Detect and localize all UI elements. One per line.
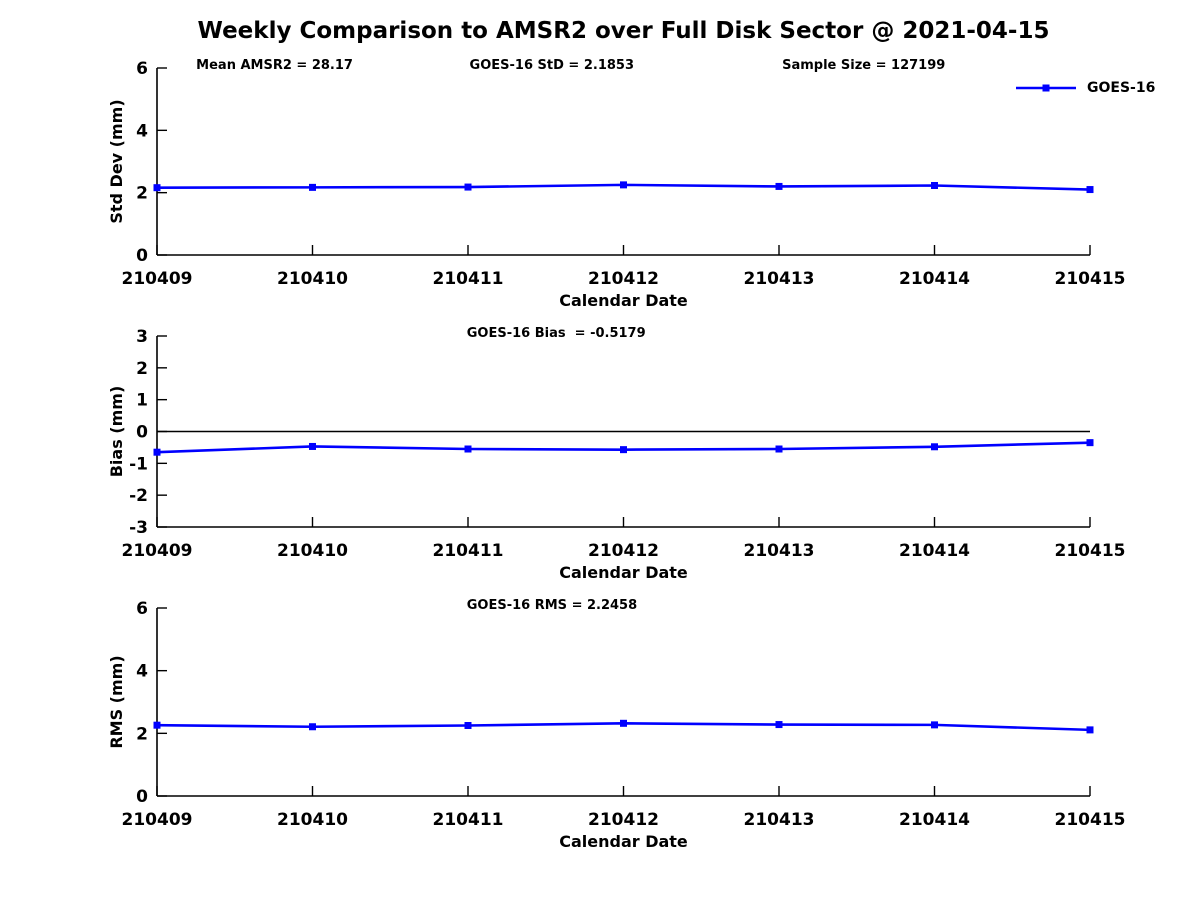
data-point-marker bbox=[153, 721, 161, 729]
x-tick-label: 210411 bbox=[433, 541, 504, 561]
x-tick-label: 210412 bbox=[588, 810, 659, 830]
x-tick-label: 210410 bbox=[277, 269, 348, 289]
legend-line-sample bbox=[1016, 84, 1076, 92]
x-tick-label: 210409 bbox=[122, 269, 193, 289]
y-axis-label: Std Dev (mm) bbox=[107, 99, 126, 223]
data-point-marker bbox=[620, 181, 627, 189]
x-tick-label: 210415 bbox=[1055, 810, 1126, 830]
x-axis-label: Calendar Date bbox=[559, 291, 688, 310]
y-tick-label: -2 bbox=[129, 486, 148, 506]
data-point-marker bbox=[1086, 439, 1094, 447]
data-point-marker bbox=[464, 722, 472, 729]
data-point-marker bbox=[1086, 186, 1094, 194]
x-tick-label: 210413 bbox=[744, 810, 815, 830]
y-tick-label: -3 bbox=[129, 518, 148, 538]
y-tick-label: 6 bbox=[136, 599, 148, 619]
data-point-marker bbox=[1086, 726, 1094, 734]
legend-label: GOES-16 bbox=[1087, 80, 1156, 96]
x-axis-label: Calendar Date bbox=[559, 832, 688, 851]
data-point-marker bbox=[153, 184, 161, 192]
y-tick-label: 6 bbox=[136, 59, 148, 79]
data-point-marker bbox=[309, 723, 316, 731]
y-tick-label: 0 bbox=[136, 423, 148, 443]
x-tick-label: 210411 bbox=[433, 269, 504, 289]
x-tick-label: 210414 bbox=[899, 541, 970, 561]
data-point-marker bbox=[464, 183, 472, 191]
x-tick-label: 210413 bbox=[744, 269, 815, 289]
data-point-marker bbox=[775, 445, 783, 453]
x-tick-label: 210412 bbox=[588, 541, 659, 561]
y-tick-label: 1 bbox=[136, 391, 148, 411]
subplot-std: 0 2 4 6 210409 210410 210411 210412 210413 210414… bbox=[107, 58, 1125, 310]
data-point-marker bbox=[931, 181, 938, 189]
y-tick-label: 0 bbox=[136, 246, 148, 266]
subplot-annotation: GOES-16 RMS = 2.2458 bbox=[467, 598, 637, 613]
y-tick-label: 3 bbox=[136, 327, 148, 347]
x-tick-label: 210409 bbox=[122, 541, 193, 561]
data-point-marker bbox=[620, 446, 627, 454]
subplot-rms: 0 2 4 6 210409 210410 210411 210412 210413 210414… bbox=[107, 598, 1125, 851]
subplot-annotation: Mean AMSR2 = 28.17 bbox=[196, 58, 353, 73]
x-tick-label: 210415 bbox=[1055, 269, 1126, 289]
y-tick-label: 2 bbox=[136, 724, 148, 744]
x-tick-label: 210413 bbox=[744, 541, 815, 561]
data-point-marker bbox=[620, 719, 627, 727]
data-point-marker bbox=[775, 182, 783, 190]
subplot-annotation: Sample Size = 127199 bbox=[782, 58, 945, 73]
x-tick-label: 210414 bbox=[899, 810, 970, 830]
subplot-annotation: GOES-16 Bias = -0.5179 bbox=[467, 326, 646, 341]
data-point-marker bbox=[931, 443, 938, 451]
x-tick-label: 210411 bbox=[433, 810, 504, 830]
x-axis-label: Calendar Date bbox=[559, 563, 688, 582]
data-point-marker bbox=[931, 721, 938, 729]
data-point-marker bbox=[309, 442, 316, 450]
y-tick-label: 2 bbox=[136, 359, 148, 379]
y-tick-label: 4 bbox=[136, 662, 148, 682]
y-axis-label: Bias (mm) bbox=[107, 386, 126, 478]
x-tick-label: 210412 bbox=[588, 269, 659, 289]
y-tick-label: 2 bbox=[136, 184, 148, 204]
x-tick-label: 210410 bbox=[277, 810, 348, 830]
x-tick-label: 210409 bbox=[122, 810, 193, 830]
y-tick-label: 0 bbox=[136, 787, 148, 807]
y-tick-label: 4 bbox=[136, 121, 148, 141]
subplot-bias: -3 -2 -1 0 1 2 3 210409 210410 210411 210412 210413… bbox=[107, 326, 1125, 582]
legend-square-marker-icon bbox=[1042, 84, 1050, 92]
y-tick-label: -1 bbox=[129, 454, 148, 474]
subplot-annotation: GOES-16 StD = 2.1853 bbox=[470, 58, 634, 73]
legend: GOES-16 bbox=[1014, 80, 1155, 96]
x-tick-label: 210415 bbox=[1055, 541, 1126, 561]
data-point-marker bbox=[309, 183, 316, 191]
data-point-marker bbox=[464, 445, 472, 453]
data-point-marker bbox=[153, 448, 161, 456]
x-tick-label: 210414 bbox=[899, 269, 970, 289]
data-point-marker bbox=[775, 721, 783, 729]
y-axis-label: RMS (mm) bbox=[107, 655, 126, 748]
figure-title: Weekly Comparison to AMSR2 over Full Dis… bbox=[197, 18, 1050, 44]
x-tick-label: 210410 bbox=[277, 541, 348, 561]
